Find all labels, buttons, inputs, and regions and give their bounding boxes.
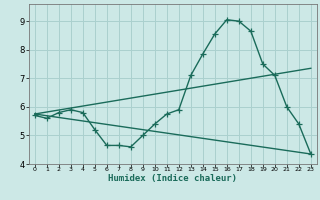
X-axis label: Humidex (Indice chaleur): Humidex (Indice chaleur) bbox=[108, 174, 237, 183]
